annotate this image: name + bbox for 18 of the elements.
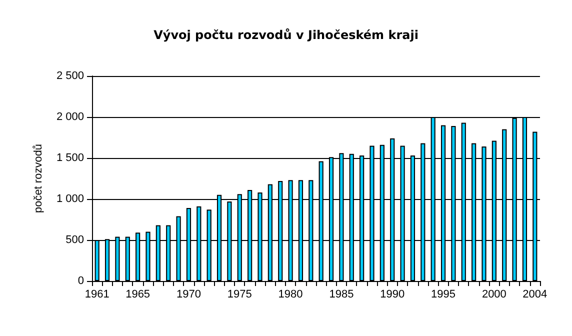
- y-tick-label: 0: [78, 275, 84, 287]
- x-tick-label: 1965: [126, 288, 150, 300]
- x-tick-label: 1990: [380, 288, 405, 300]
- y-tick-label: 2 000: [56, 111, 84, 123]
- x-tick-label: 2004: [522, 288, 548, 300]
- x-tick-label: 1985: [329, 288, 354, 300]
- chart-title: Vývoj počtu rozvodů v Jihočeském kraji: [154, 28, 418, 42]
- x-tick-label: 2000: [482, 288, 506, 300]
- y-tick-label: 1 500: [56, 152, 84, 164]
- y-tick-label: 2 500: [56, 70, 84, 82]
- x-tick-label: 1970: [176, 288, 201, 300]
- y-tick-label: 1 000: [56, 193, 84, 205]
- x-tick-label: 1995: [431, 288, 456, 300]
- y-axis-title: počet rozvodů: [32, 144, 44, 214]
- x-tick-label: 1980: [278, 288, 303, 300]
- y-tick-label: 500: [66, 234, 84, 246]
- x-tick-label: 1975: [227, 288, 252, 300]
- x-tick-label: 1961: [84, 288, 110, 300]
